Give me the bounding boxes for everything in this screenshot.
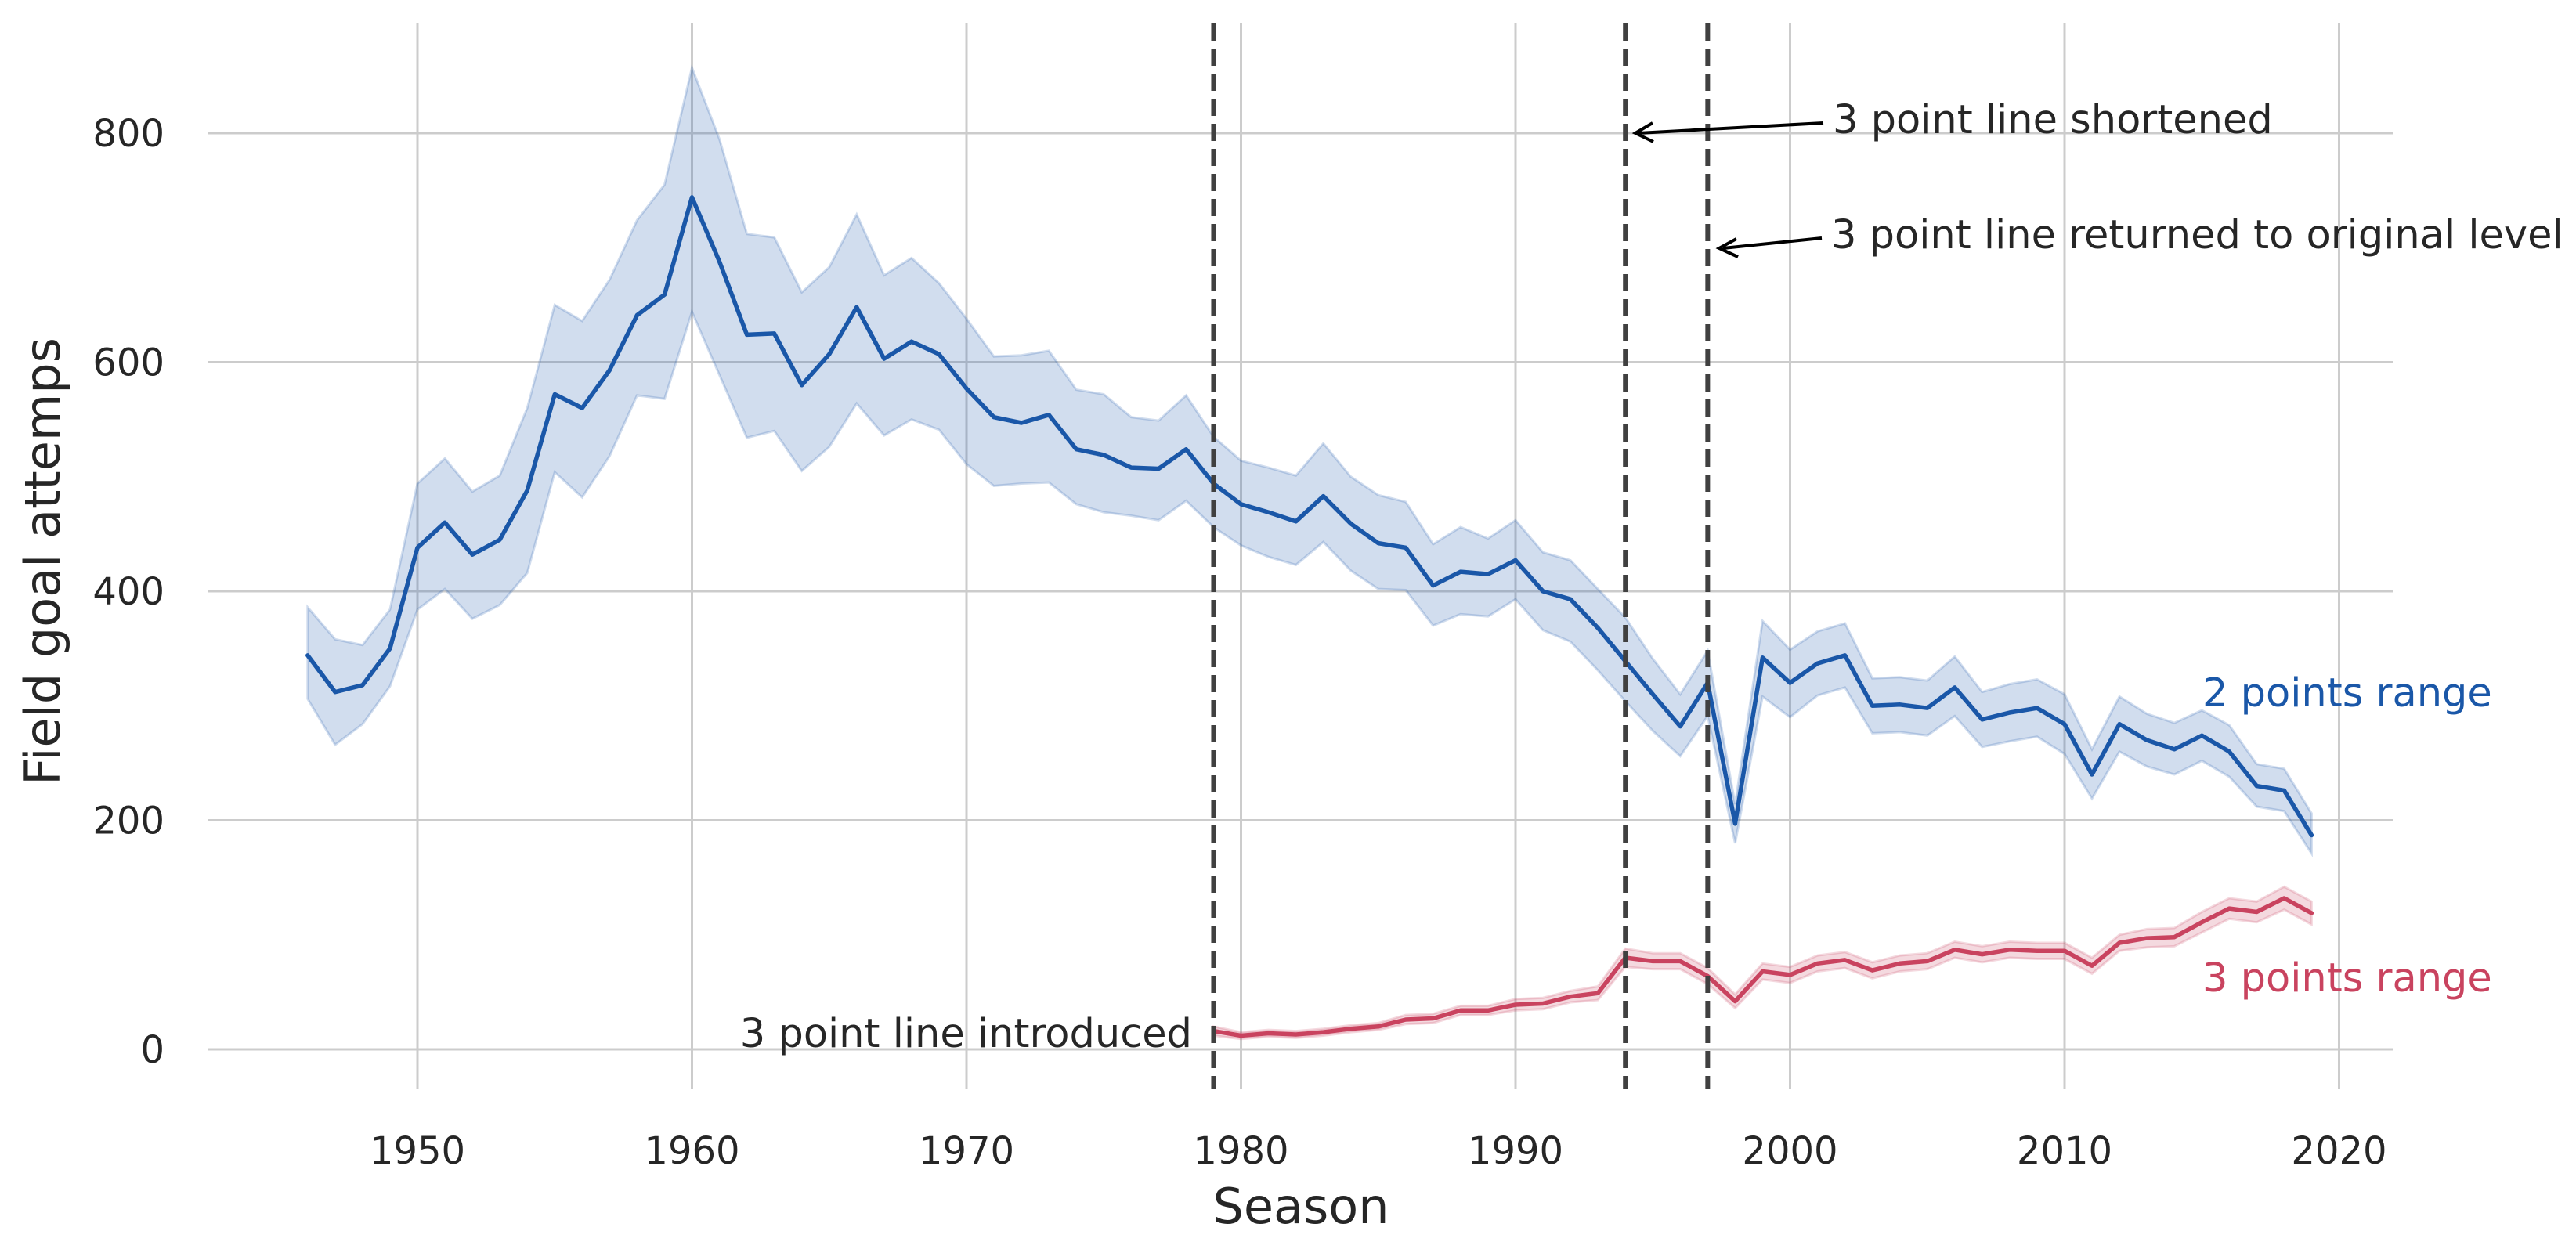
band-series-0 (306, 63, 2313, 857)
annotation-arrows (1631, 121, 1824, 258)
annotation-3pt-returned: 3 point line returned to original level (1831, 212, 2563, 258)
line-series-1 (1211, 896, 2314, 1038)
x-tick-1980: 1980 (1193, 1129, 1288, 1173)
band-series-1 (1212, 885, 2313, 1041)
y-tick-0: 0 (140, 1028, 164, 1072)
series-lines (305, 195, 2314, 1038)
x-tick-1990: 1990 (1468, 1129, 1563, 1173)
reference-lines (1211, 23, 1711, 1089)
x-axis-label: Season (1212, 1178, 1389, 1235)
x-tick-2010: 2010 (2017, 1129, 2112, 1173)
confidence-bands (306, 63, 2313, 1041)
y-tick-600: 600 (92, 341, 164, 385)
x-tick-1950: 1950 (370, 1129, 465, 1173)
y-axis-label: Field goal attemps (14, 338, 71, 785)
series-label-3-points: 3 points range (2202, 955, 2492, 1002)
y-tick-labels: 0 200 400 600 800 (92, 112, 164, 1072)
arrow-shortened (1638, 121, 1824, 135)
annotation-3pt-introduced: 3 point line introduced (740, 1011, 1192, 1057)
series-label-2-points: 2 points range (2202, 670, 2492, 717)
annotation-3pt-shortened: 3 point line shortened (1833, 97, 2273, 143)
line-series-0 (305, 195, 2314, 838)
y-tick-200: 200 (92, 800, 164, 843)
y-tick-800: 800 (92, 112, 164, 156)
arrowhead-shortened (1631, 121, 1654, 143)
x-tick-1970: 1970 (919, 1129, 1014, 1173)
x-tick-1960: 1960 (644, 1129, 739, 1173)
x-tick-labels: 1950 1960 1970 1980 1990 2000 2010 2020 (370, 1129, 2387, 1173)
x-tick-2000: 2000 (1742, 1129, 1837, 1173)
x-tick-2020: 2020 (2291, 1129, 2386, 1173)
y-tick-400: 400 (92, 570, 164, 614)
arrowhead-returned (1715, 237, 1739, 258)
y-gridlines (208, 132, 2393, 1051)
arrow-returned (1722, 236, 1823, 250)
